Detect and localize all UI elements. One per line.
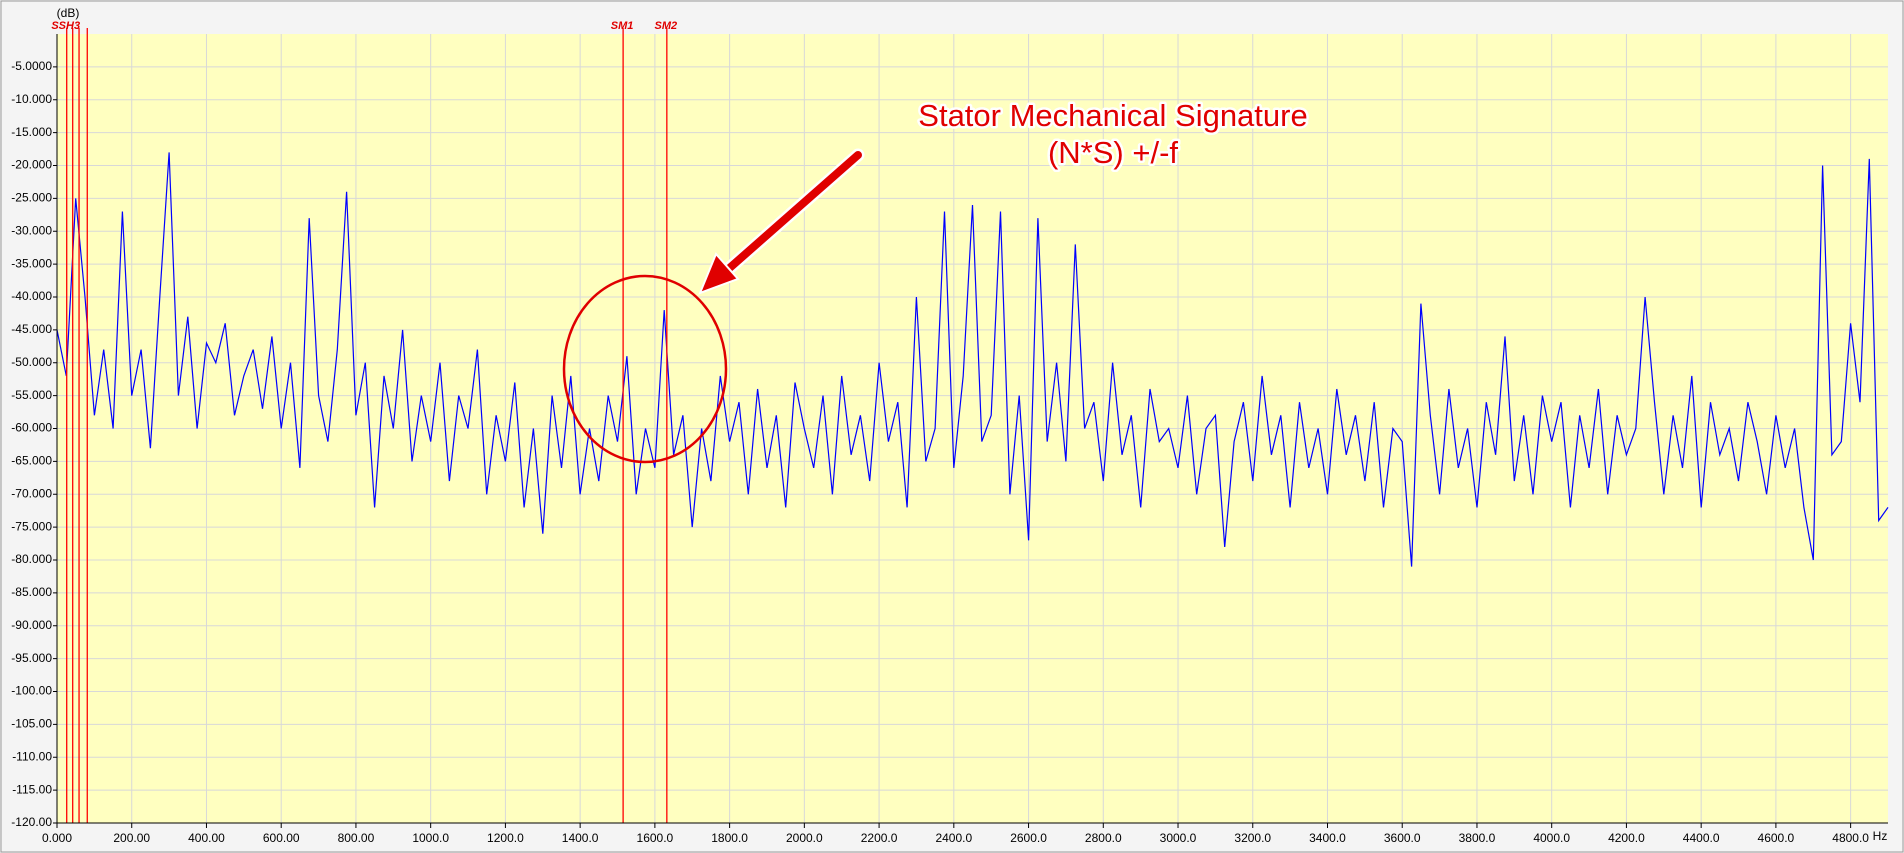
y-tick-label: -110.00 (12, 749, 52, 763)
marker-label: SSH3 (51, 20, 80, 32)
y-tick-label: -25.000 (11, 191, 52, 205)
x-tick-label: 4400.0 (1683, 831, 1720, 845)
x-tick-label: 2400.0 (935, 831, 972, 845)
y-tick-label: -80.000 (11, 552, 52, 566)
y-tick-label: -40.000 (11, 289, 52, 303)
y-tick-label: -120.00 (11, 815, 52, 829)
y-tick-label: -20.000 (11, 158, 52, 172)
x-tick-label: 0.000 (42, 831, 72, 845)
annotation: Stator Mechanical Signature (918, 98, 1307, 133)
x-tick-label: 2200.0 (861, 831, 898, 845)
x-tick-label: 800.00 (338, 831, 375, 845)
y-tick-label: -35.000 (11, 256, 52, 270)
x-tick-label: 1400.0 (562, 831, 599, 845)
x-tick-label: 400.00 (188, 831, 225, 845)
y-tick-label: -105.00 (11, 717, 52, 731)
arrow-shaft (721, 151, 862, 276)
y-tick-label: -50.000 (11, 355, 52, 369)
x-tick-label: 3400.0 (1309, 831, 1346, 845)
y-tick-label: -115.00 (12, 782, 52, 796)
y-tick-label: -90.000 (11, 618, 52, 632)
x-tick-label: 2000.0 (786, 831, 823, 845)
y-tick-label: -15.000 (11, 125, 52, 139)
highlight-circle (562, 274, 728, 464)
y-tick-label: -85.000 (11, 585, 52, 599)
x-tick-label: 1800.0 (711, 831, 748, 845)
x-tick-label: 2800.0 (1085, 831, 1122, 845)
x-tick-label: 1000.0 (412, 831, 449, 845)
y-tick-label: -10.000 (11, 92, 52, 106)
marker-label: SM2 (655, 20, 678, 32)
x-tick-label: 1600.0 (637, 831, 674, 845)
x-tick-label: 3800.0 (1459, 831, 1496, 845)
y-tick-label: -70.000 (11, 486, 52, 500)
y-axis-label: (dB) (57, 6, 80, 20)
annotation: (N*S) +/-f (1048, 135, 1178, 170)
y-tick-label: -100.00 (11, 684, 52, 698)
y-tick-label: -60.000 (11, 421, 52, 435)
y-tick-label: -30.000 (11, 223, 52, 237)
y-tick-label: -65.000 (11, 454, 52, 468)
marker-label: SM1 (611, 20, 634, 32)
x-tick-label: 1200.0 (487, 831, 524, 845)
x-tick-label: 3600.0 (1384, 831, 1421, 845)
x-tick-label: 3200.0 (1234, 831, 1271, 845)
grid (56, 34, 1888, 824)
y-tick-label: -45.000 (11, 322, 52, 336)
x-tick-label: 3000.0 (1160, 831, 1197, 845)
marks (56, 28, 1889, 823)
y-tick-label: -55.000 (11, 388, 52, 402)
x-tick-label: 2600.0 (1010, 831, 1047, 845)
x-tick-label: 600.00 (263, 831, 300, 845)
x-axis-label: Hz (1873, 829, 1888, 843)
y-tick-label: -75.000 (11, 519, 52, 533)
x-tick-label: 4200.0 (1608, 831, 1645, 845)
spectrum-line (56, 152, 1889, 567)
arrow-head (698, 252, 740, 295)
y-tick-label: -95.000 (11, 651, 52, 665)
x-tick-label: 4600.0 (1758, 831, 1795, 845)
x-tick-label: 4800.0 (1832, 831, 1869, 845)
y-tick-label: -5.0000 (11, 59, 52, 73)
x-tick-label: 200.00 (113, 831, 150, 845)
x-tick-label: 4000.0 (1533, 831, 1570, 845)
